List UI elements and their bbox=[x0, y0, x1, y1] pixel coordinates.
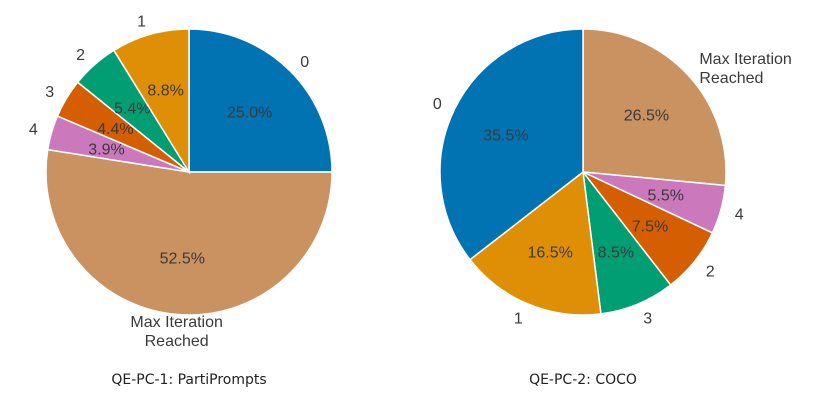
pie-2-pct-max-iteration-reached: 26.5% bbox=[624, 107, 669, 124]
pie-1-pct-3: 4.4% bbox=[97, 121, 133, 138]
pie-1-slice-0 bbox=[188, 28, 333, 173]
pie-1-label-4: 4 bbox=[29, 122, 38, 139]
pie-2-label-4: 4 bbox=[735, 207, 744, 224]
pie-1-label-0: 0 bbox=[300, 54, 309, 71]
pie-2-label-1: 1 bbox=[514, 310, 523, 327]
pie-1-label-1: 1 bbox=[137, 14, 146, 31]
pie-2-pct-1: 16.5% bbox=[527, 244, 572, 261]
pie-1-slice-1 bbox=[112, 28, 190, 175]
pie-2-pct-4: 5.5% bbox=[648, 188, 684, 205]
pie-1-pct-4: 3.9% bbox=[88, 141, 124, 158]
pie-1-slice-max-iteration-reached bbox=[45, 148, 333, 316]
pie-2-pct-2: 7.5% bbox=[632, 219, 668, 236]
pie-2-label-max-iteration-reached: Max Iteration Reached bbox=[699, 51, 791, 87]
caption-pie-1: QE-PC-1: PartiPrompts bbox=[111, 372, 267, 388]
pie-2-label-2: 2 bbox=[706, 263, 715, 280]
caption-pie-2: QE-PC-2: COCO bbox=[529, 372, 637, 388]
pie-1-pct-max-iteration-reached: 52.5% bbox=[160, 251, 205, 268]
pie-1-pct-1: 8.8% bbox=[147, 82, 183, 99]
pie-1-label-3: 3 bbox=[45, 84, 54, 101]
pie-1-pct-2: 5.4% bbox=[114, 101, 150, 118]
pie-2-label-3: 3 bbox=[643, 310, 652, 327]
pie-2-pct-0: 35.5% bbox=[483, 127, 528, 144]
pie-1-label-max-iteration-reached: Max Iteration Reached bbox=[130, 314, 222, 350]
pie-2-slice-0 bbox=[439, 28, 584, 261]
pie-2-slice-max-iteration-reached bbox=[582, 28, 727, 187]
pie-2: 26.5% Max Iteration Reached 5.5% 4 7.5% 2 8.5% 3… bbox=[433, 28, 792, 327]
pie-2-slice-1 bbox=[468, 170, 602, 316]
pie-1: 25.0% 0 52.5% Max Iteration Reached 3.9% 4 4.4%… bbox=[29, 14, 333, 350]
pie-2-label-0: 0 bbox=[433, 96, 442, 113]
pie-1-label-2: 2 bbox=[76, 47, 85, 64]
pie-1-pct-0: 25.0% bbox=[227, 104, 272, 121]
pie-2-pct-3: 8.5% bbox=[598, 244, 634, 261]
